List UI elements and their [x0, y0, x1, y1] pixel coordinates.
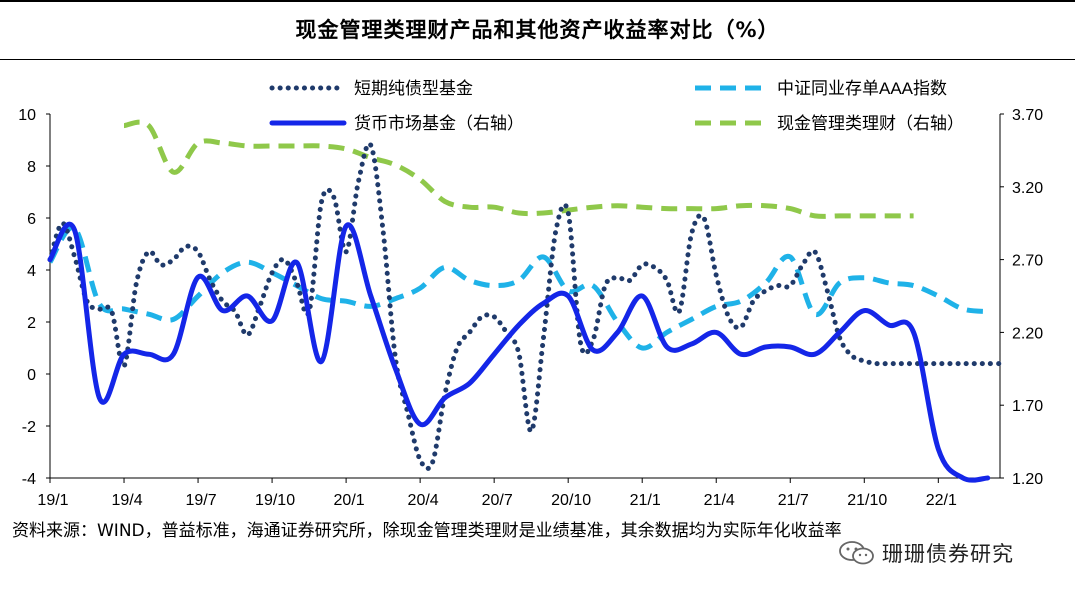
- x-tick-label: 20/4: [408, 492, 439, 509]
- x-tick-label: 20/7: [482, 492, 513, 509]
- source-note: 资料来源：WIND，普益标准，海通证券研究所，除现金管理类理财是业绩基准，其余数…: [12, 521, 842, 541]
- legend-label-money-market-fund: 货币市场基金（右轴）: [354, 114, 524, 133]
- watermark: 珊珊债券研究: [838, 538, 1014, 568]
- x-tick-label: 19/4: [111, 492, 142, 509]
- x-tick-label: 21/1: [630, 492, 661, 509]
- x-tick-label: 20/10: [551, 492, 591, 509]
- chart-title: 现金管理类理财产品和其他资产收益率对比（%）: [295, 18, 780, 42]
- series-line-cash-mgmt-wealth: [123, 119, 914, 219]
- legend-label-ncd-aaa-index: 中证同业存单AAA指数: [777, 79, 947, 98]
- x-tick-label: 21/10: [847, 492, 887, 509]
- right-tick-label: 3.20: [1012, 180, 1043, 197]
- left-tick-label: 6: [27, 211, 36, 228]
- left-tick-label: -4: [22, 471, 36, 488]
- right-tick-label: 1.70: [1012, 398, 1043, 415]
- left-tick-label: -2: [22, 419, 36, 436]
- right-tick-label: 2.20: [1012, 325, 1043, 342]
- x-tick-label: 21/4: [704, 492, 735, 509]
- left-tick-label: 10: [18, 107, 36, 124]
- legend-label-cash-mgmt-wealth: 现金管理类理财（右轴）: [777, 114, 964, 133]
- x-tick-label: 19/7: [185, 492, 216, 509]
- right-tick-label: 2.70: [1012, 253, 1043, 270]
- wechat-icon: [839, 541, 874, 565]
- watermark-text: 珊珊债券研究: [882, 542, 1014, 566]
- x-tick-label: 19/1: [37, 492, 68, 509]
- right-tick-label: 1.20: [1012, 471, 1043, 488]
- series-line-short-bond-fund: [47, 141, 1003, 471]
- x-tick-label: 22/1: [926, 492, 957, 509]
- x-tick-label: 20/1: [334, 492, 365, 509]
- line-chart: 10 8 6 4 2 0 -2 -4 3.70 3.20 2.70 2.20 1.70 1.20 19/1 1…: [18, 79, 1043, 509]
- right-tick-label: 3.70: [1012, 107, 1043, 124]
- title-rule: [0, 59, 1075, 60]
- legend-label-short-bond-fund: 短期纯债型基金: [354, 79, 473, 98]
- left-tick-label: 4: [27, 263, 36, 280]
- top-rule: [0, 0, 1075, 2]
- chart-title-area: 现金管理类理财产品和其他资产收益率对比（%）: [0, 0, 1075, 70]
- left-tick-label: 0: [27, 367, 36, 384]
- series-line-ncd-aaa-index: [47, 225, 988, 351]
- left-tick-label: 2: [27, 315, 36, 332]
- x-tick-label: 19/10: [255, 492, 295, 509]
- left-tick-label: 8: [27, 159, 36, 176]
- series-line-money-market-fund: [47, 221, 991, 483]
- x-tick-label: 21/7: [778, 492, 809, 509]
